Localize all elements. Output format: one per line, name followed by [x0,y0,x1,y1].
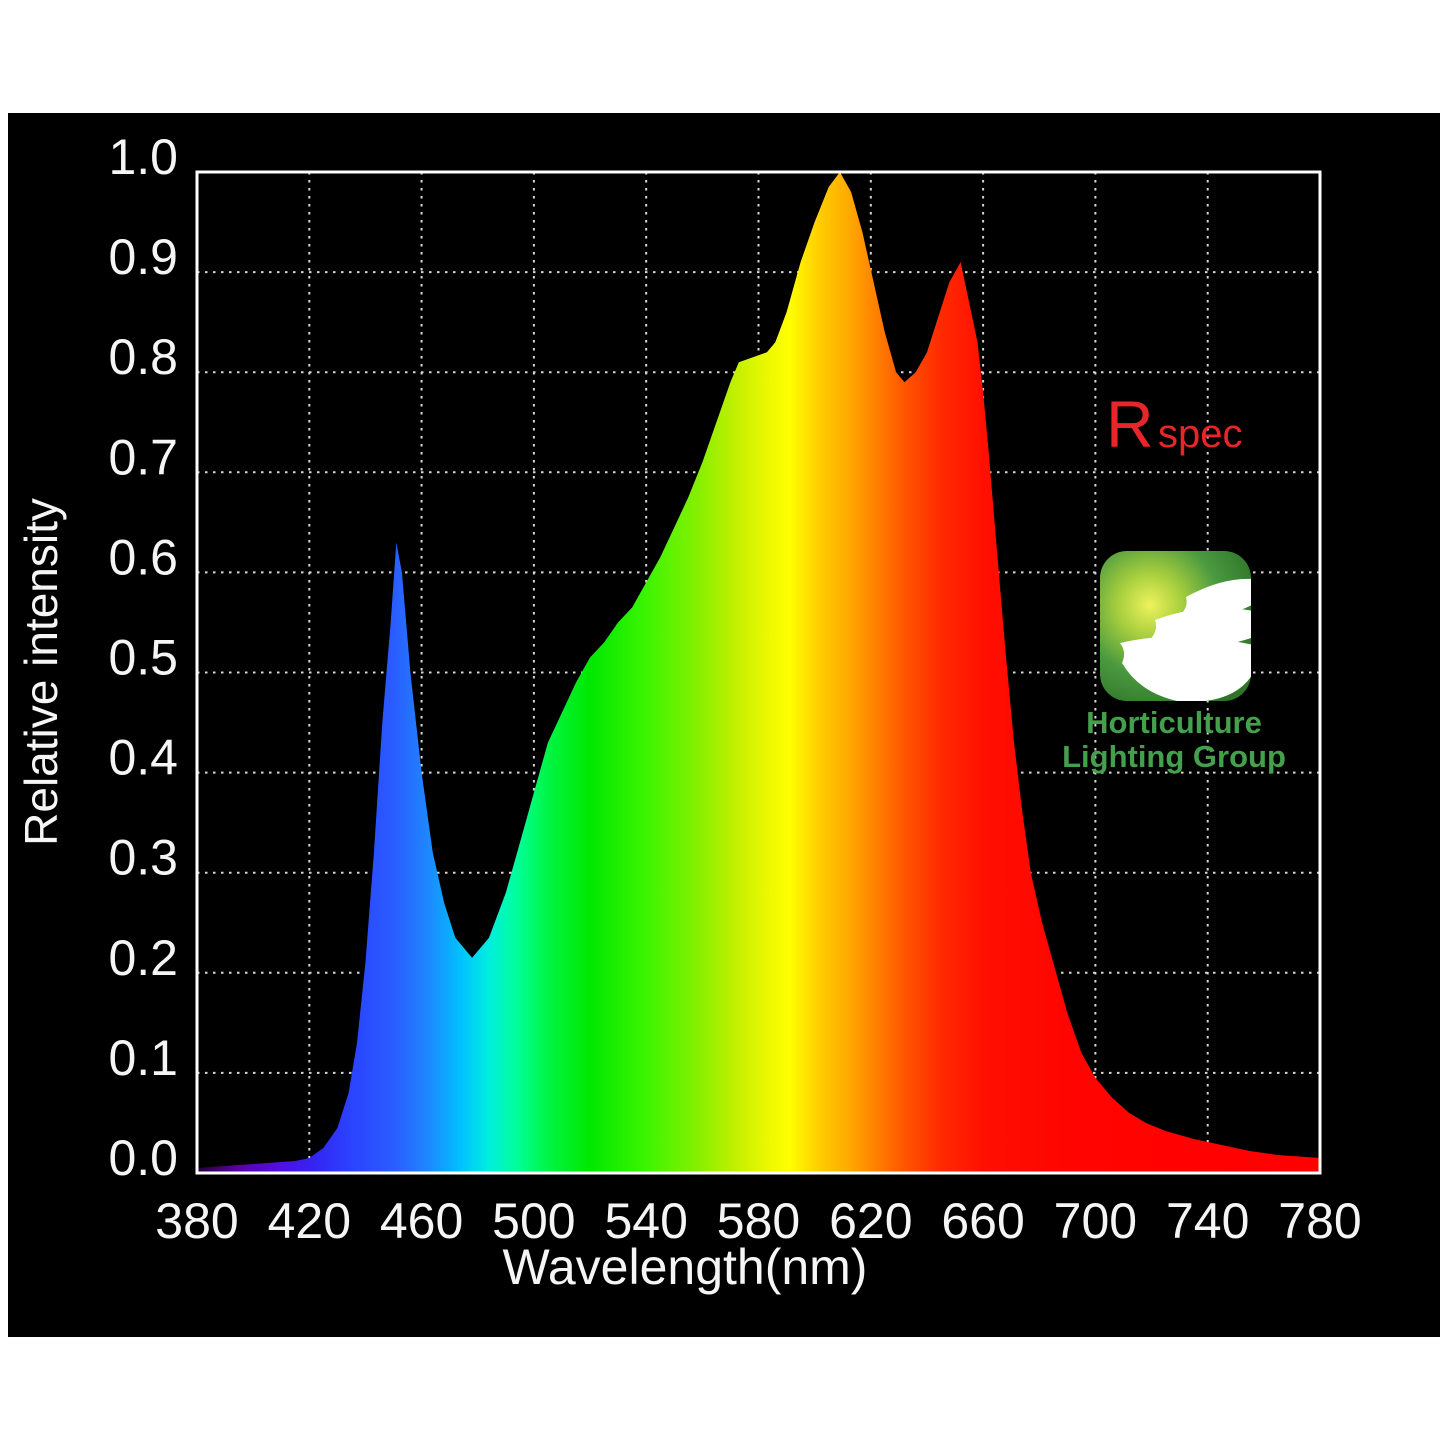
hlg-logo-text-line2: Lighting Group [1062,739,1286,774]
y-tick-label: 0.9 [108,229,178,285]
y-tick-label: 0.4 [108,730,178,786]
x-tick-label: 620 [829,1193,912,1249]
x-axis-title: Wavelength(nm) [503,1239,868,1295]
y-tick-label: 0.1 [108,1030,178,1086]
hlg-logo: Horticulture Lighting Group [1062,551,1286,774]
x-tick-label: 740 [1166,1193,1249,1249]
y-tick-label: 0.7 [108,429,178,485]
y-tick-label: 0.8 [108,329,178,385]
spectrum-area-series [197,172,1320,1173]
hlg-logo-leaves [1120,578,1251,701]
y-axis-tick-labels: 0.0 0.1 0.2 0.3 0.4 0.5 0.6 0.7 0.8 0.9 1.0 [108,129,178,1186]
r-spec-main-label: R [1106,387,1154,461]
y-tick-label: 0.5 [108,630,178,686]
r-spec-annotation: R spec [1106,387,1243,461]
x-tick-label: 460 [380,1193,463,1249]
y-tick-label: 0.3 [108,830,178,886]
x-tick-label: 540 [604,1193,687,1249]
x-tick-label: 660 [941,1193,1024,1249]
hlg-logo-text-line1: Horticulture [1086,705,1262,740]
y-tick-label: 0.2 [108,930,178,986]
leaf-icon [1178,578,1251,619]
x-tick-label: 500 [492,1193,575,1249]
leaf-icon [1120,636,1251,701]
plot-frame [195,170,1322,1175]
x-tick-label: 580 [717,1193,800,1249]
r-spec-sub-label: spec [1158,412,1243,456]
y-tick-label: 0.0 [108,1130,178,1186]
x-tick-label: 780 [1278,1193,1361,1249]
x-tick-label: 380 [155,1193,238,1249]
y-tick-label: 0.6 [108,529,178,585]
y-tick-label: 1.0 [108,129,178,185]
y-axis-title: Relative intensity [15,498,67,846]
x-tick-label: 700 [1054,1193,1137,1249]
x-tick-label: 420 [268,1193,351,1249]
x-axis-tick-labels: 380 420 460 500 540 580 620 660 700 740 780 [155,1193,1361,1249]
